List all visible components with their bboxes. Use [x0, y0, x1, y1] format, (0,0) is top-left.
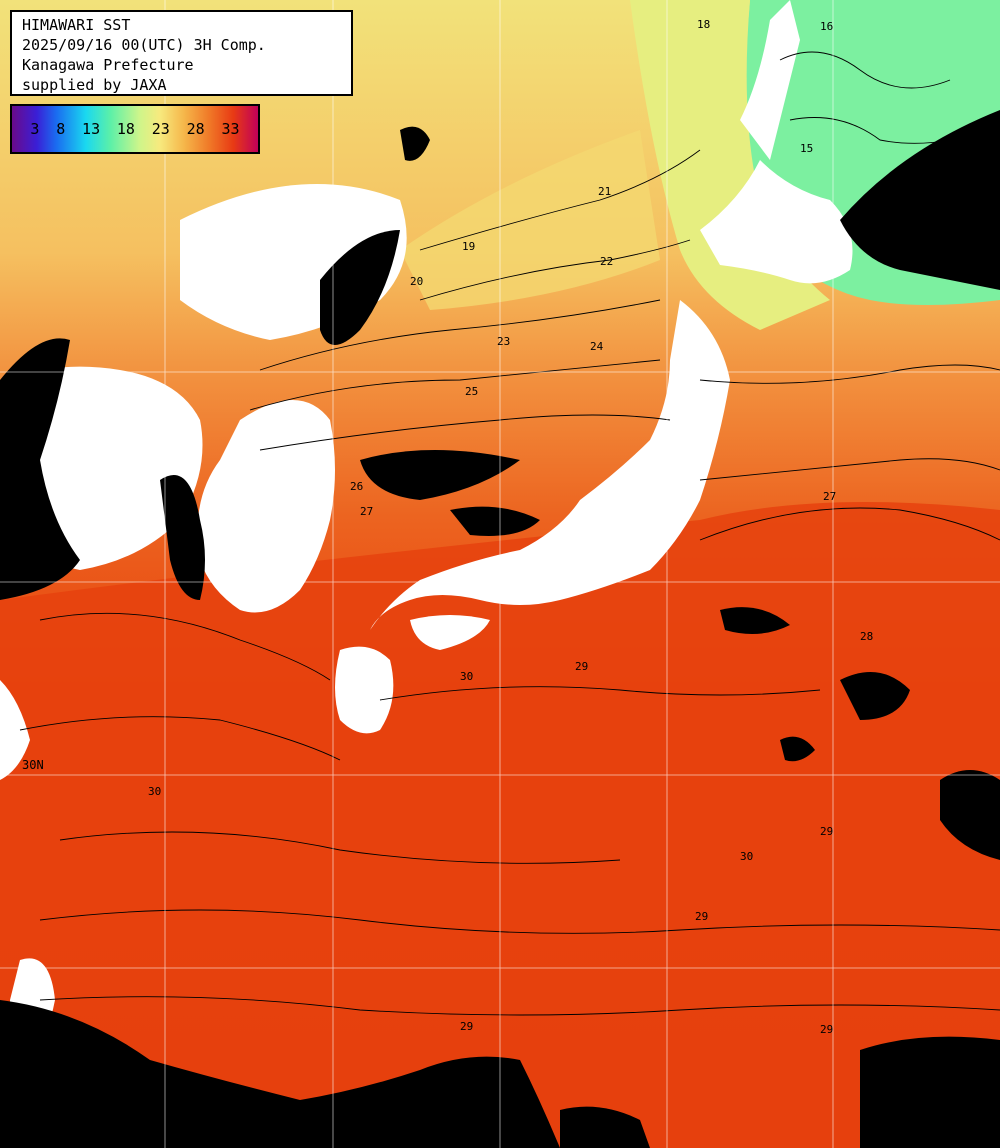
- colorbar-label: 8: [56, 120, 66, 138]
- contour-label: 18: [697, 18, 710, 31]
- contour-label: 29: [460, 1020, 473, 1033]
- sea-yellow-band: [400, 130, 660, 310]
- cloud-small-1: [400, 126, 430, 161]
- contour-label: 29: [575, 660, 588, 673]
- land-china-coast: [0, 680, 30, 780]
- contour-label: 22: [600, 255, 613, 268]
- contour-label: 29: [820, 825, 833, 838]
- cloud-south-2: [560, 1106, 650, 1148]
- map-region: Kanagawa Prefecture: [22, 56, 194, 74]
- colorbar-label: 13: [82, 120, 101, 138]
- colorbar-label: 3: [30, 120, 40, 138]
- contour-label: 25: [465, 385, 478, 398]
- contour-label: 24: [590, 340, 604, 353]
- contour-label-group: 18 16 15 19 20 21 22 23 24 25 26 27 27 2…: [148, 18, 975, 1136]
- contour-label: 16: [820, 20, 833, 33]
- cloud-honshu-south: [450, 506, 540, 536]
- map-title: HIMAWARI SST: [22, 16, 131, 34]
- cloud-korea-east: [360, 450, 520, 500]
- land-honshu: [370, 300, 730, 630]
- contour-label: 29: [820, 1023, 833, 1036]
- map-credit: supplied by JAXA: [22, 76, 167, 94]
- contour-label: 15: [800, 142, 813, 155]
- temperature-colorbar: 3 8 13 18 23 28 33: [10, 104, 260, 154]
- latitude-label-40n: 40N: [22, 352, 44, 366]
- contour-label: 28: [860, 630, 873, 643]
- land-sakhalin: [740, 0, 800, 160]
- contour-label: 30: [962, 1123, 975, 1136]
- contour-label: 20: [410, 275, 423, 288]
- contour-label: 30: [460, 670, 473, 683]
- cloud-south: [0, 1000, 560, 1148]
- land-hokkaido: [700, 160, 853, 284]
- contour-label: 30: [740, 850, 753, 863]
- contour-lines: [19, 51, 1000, 1016]
- colorbar-label: 28: [186, 120, 205, 138]
- map-datetime: 2025/09/16 00(UTC) 3H Comp.: [22, 36, 266, 54]
- cloud-manchuria: [320, 230, 400, 345]
- contour-label: 27: [360, 505, 373, 518]
- latitude-label-30n: 30N: [22, 758, 44, 772]
- cloud-east-pacific: [840, 672, 910, 720]
- land-korea: [197, 400, 335, 613]
- contour-label: 23: [497, 335, 510, 348]
- cloud-small-2: [780, 736, 815, 762]
- land-kyushu: [335, 646, 394, 734]
- colorbar-label: 18: [116, 120, 135, 138]
- cloud-west: [0, 338, 80, 600]
- land-shikoku: [410, 615, 490, 650]
- contour-label: 27: [823, 490, 836, 503]
- contour-label: 29: [695, 910, 708, 923]
- cloud-west-2: [160, 475, 205, 600]
- cloud-small-3: [720, 607, 790, 634]
- colorbar-label: 23: [151, 120, 170, 138]
- cloud-southeast-2: [860, 1036, 1000, 1148]
- colorbar-labels: 3 8 13 18 23 28 33: [12, 120, 258, 138]
- cloud-hokkaido: [840, 110, 1000, 290]
- contour-label: 30: [148, 785, 161, 798]
- contour-label: 19: [462, 240, 475, 253]
- contour-label: 26: [350, 480, 363, 493]
- colorbar-label: 33: [221, 120, 240, 138]
- contour-label: 21: [598, 185, 611, 198]
- map-info-box: HIMAWARI SST 2025/09/16 00(UTC) 3H Comp.…: [10, 10, 353, 96]
- cloud-southeast: [940, 770, 1000, 860]
